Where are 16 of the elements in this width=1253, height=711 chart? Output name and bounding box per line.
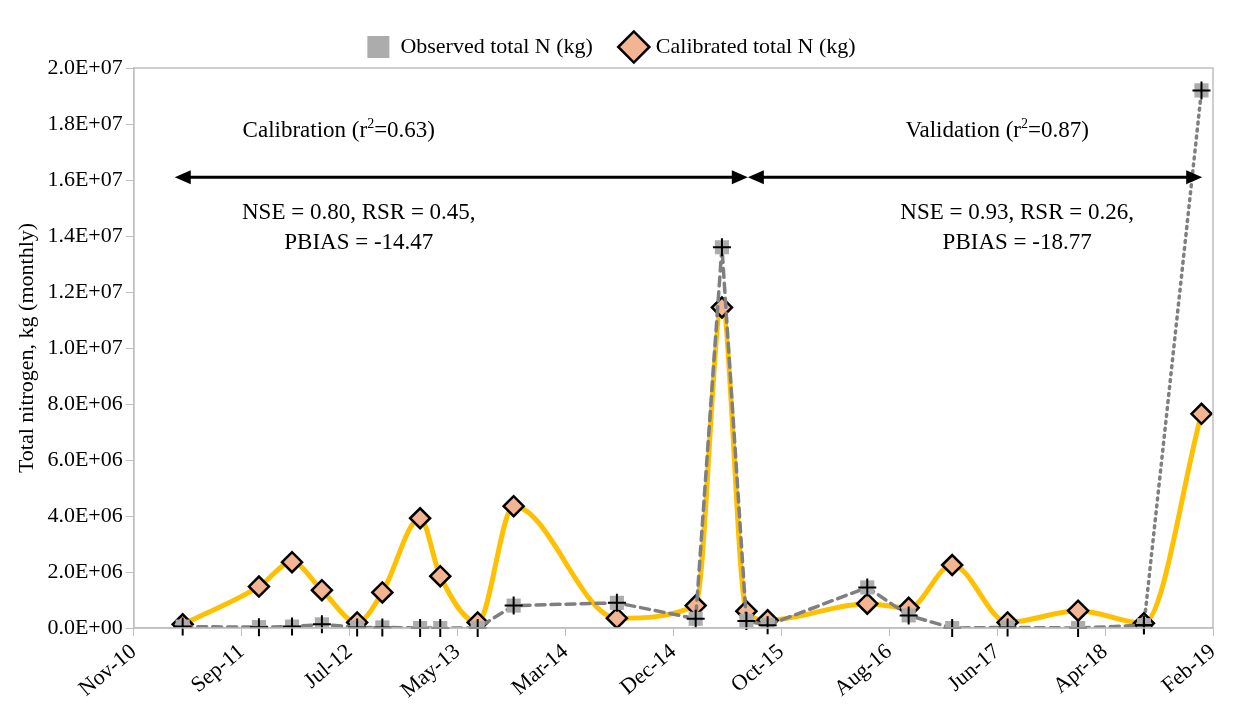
y-tick-label: 0.0E+00 [47,613,123,639]
y-tick-label: 6.0E+06 [47,445,123,471]
y-axis-title: Total nitrogen, kg (monthly) [12,222,38,474]
y-tick-label: 1.8E+07 [47,109,123,135]
y-tick-label: 1.0E+07 [47,333,123,359]
y-tick-label: 1.2E+07 [47,277,123,303]
annotation: NSE = 0.80, RSR = 0.45, PBIAS = -14.47 [242,199,476,255]
legend-label: Calibrated total N (kg) [655,32,856,58]
y-tick-label: 4.0E+06 [47,501,123,527]
annotation: NSE = 0.93, RSR = 0.26, PBIAS = -18.77 [900,199,1134,255]
y-tick-label: 1.6E+07 [47,165,123,191]
y-tick-label: 1.4E+07 [47,221,123,247]
y-tick-label: 2.0E+07 [47,53,123,79]
legend-label: Observed total N (kg) [400,32,593,58]
y-tick-label: 2.0E+06 [47,557,123,583]
y-tick-label: 8.0E+06 [47,389,123,415]
